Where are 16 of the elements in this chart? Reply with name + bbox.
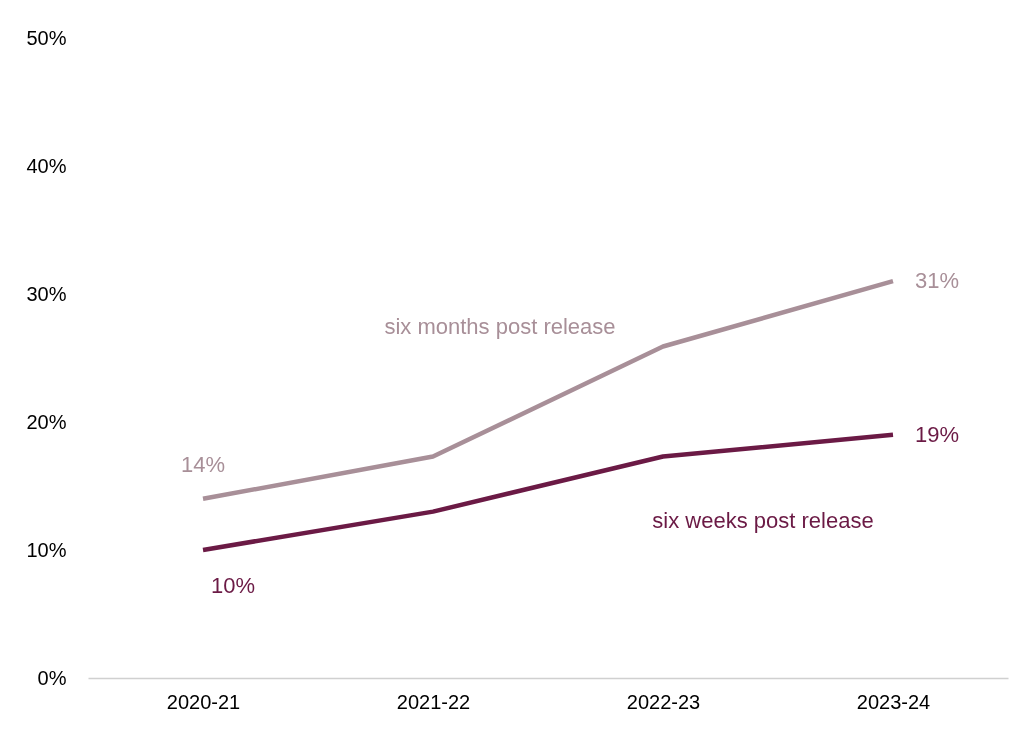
data-label: 31% <box>915 268 960 294</box>
y-tick-label: 10% <box>26 538 67 561</box>
y-tick-label: 0% <box>37 666 67 689</box>
x-tick-label: 2021-22 <box>396 690 471 713</box>
x-tick-label: 2022-23 <box>626 690 701 713</box>
text: six weeks post release <box>652 507 874 533</box>
y-tick-label: 30% <box>26 282 67 305</box>
data-label: 14% <box>180 451 226 477</box>
series-label: six months post release <box>384 313 616 339</box>
data-label: 19% <box>915 421 960 447</box>
y-tick-label: 20% <box>26 410 67 433</box>
x-tick-label: 2023-24 <box>856 690 931 713</box>
x-tick-label: 2020-21 <box>166 690 241 713</box>
y-tick-label: 40% <box>26 154 67 177</box>
y-tick-label: 50% <box>26 26 67 49</box>
data-label: 10% <box>211 573 256 598</box>
